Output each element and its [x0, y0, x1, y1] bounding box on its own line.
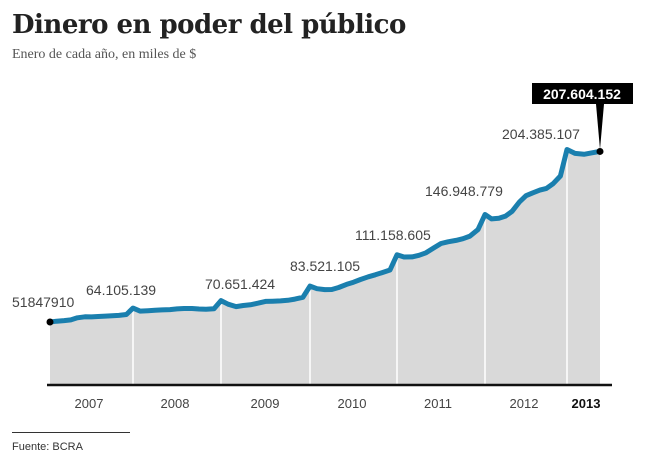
source-note: Fuente: BCRA	[12, 441, 83, 453]
series-line	[47, 147, 603, 325]
callout-value: 207.604.152	[543, 86, 621, 102]
area-fill	[50, 149, 600, 384]
chart-title: Dinero en poder del público	[12, 10, 406, 40]
point-label: 204.385.107	[502, 126, 580, 142]
point-label: 146.948.779	[425, 183, 503, 199]
chart-subtitle: Enero de cada año, en miles de $	[12, 47, 197, 62]
point-label: 83.521.105	[290, 258, 360, 274]
point-labels: 51847910 64.105.139 70.651.424 83.521.105 11…	[12, 126, 580, 310]
point-label: 111.158.605	[355, 227, 431, 243]
point-label: 51847910	[12, 294, 75, 310]
year-dividers	[132, 152, 568, 384]
end-point-marker	[596, 147, 604, 155]
x-tick-label: 2007	[75, 396, 104, 411]
x-tick-label: 2008	[161, 396, 190, 411]
x-tick-labels: 2007 2008 2009 2010 2011 2012 2013	[75, 396, 601, 411]
x-tick-label: 2010	[338, 396, 367, 411]
x-tick-label: 2013	[572, 396, 601, 411]
x-tick-label: 2012	[510, 396, 539, 411]
callout-pointer	[596, 104, 604, 150]
start-point-marker	[46, 318, 54, 326]
x-tick-label: 2009	[251, 396, 280, 411]
callout-box	[532, 83, 633, 104]
value-callout: 207.604.152	[532, 83, 633, 150]
source-divider	[12, 432, 130, 433]
point-label: 70.651.424	[205, 276, 275, 292]
x-tick-label: 2011	[424, 396, 452, 411]
point-label: 64.105.139	[86, 282, 156, 298]
